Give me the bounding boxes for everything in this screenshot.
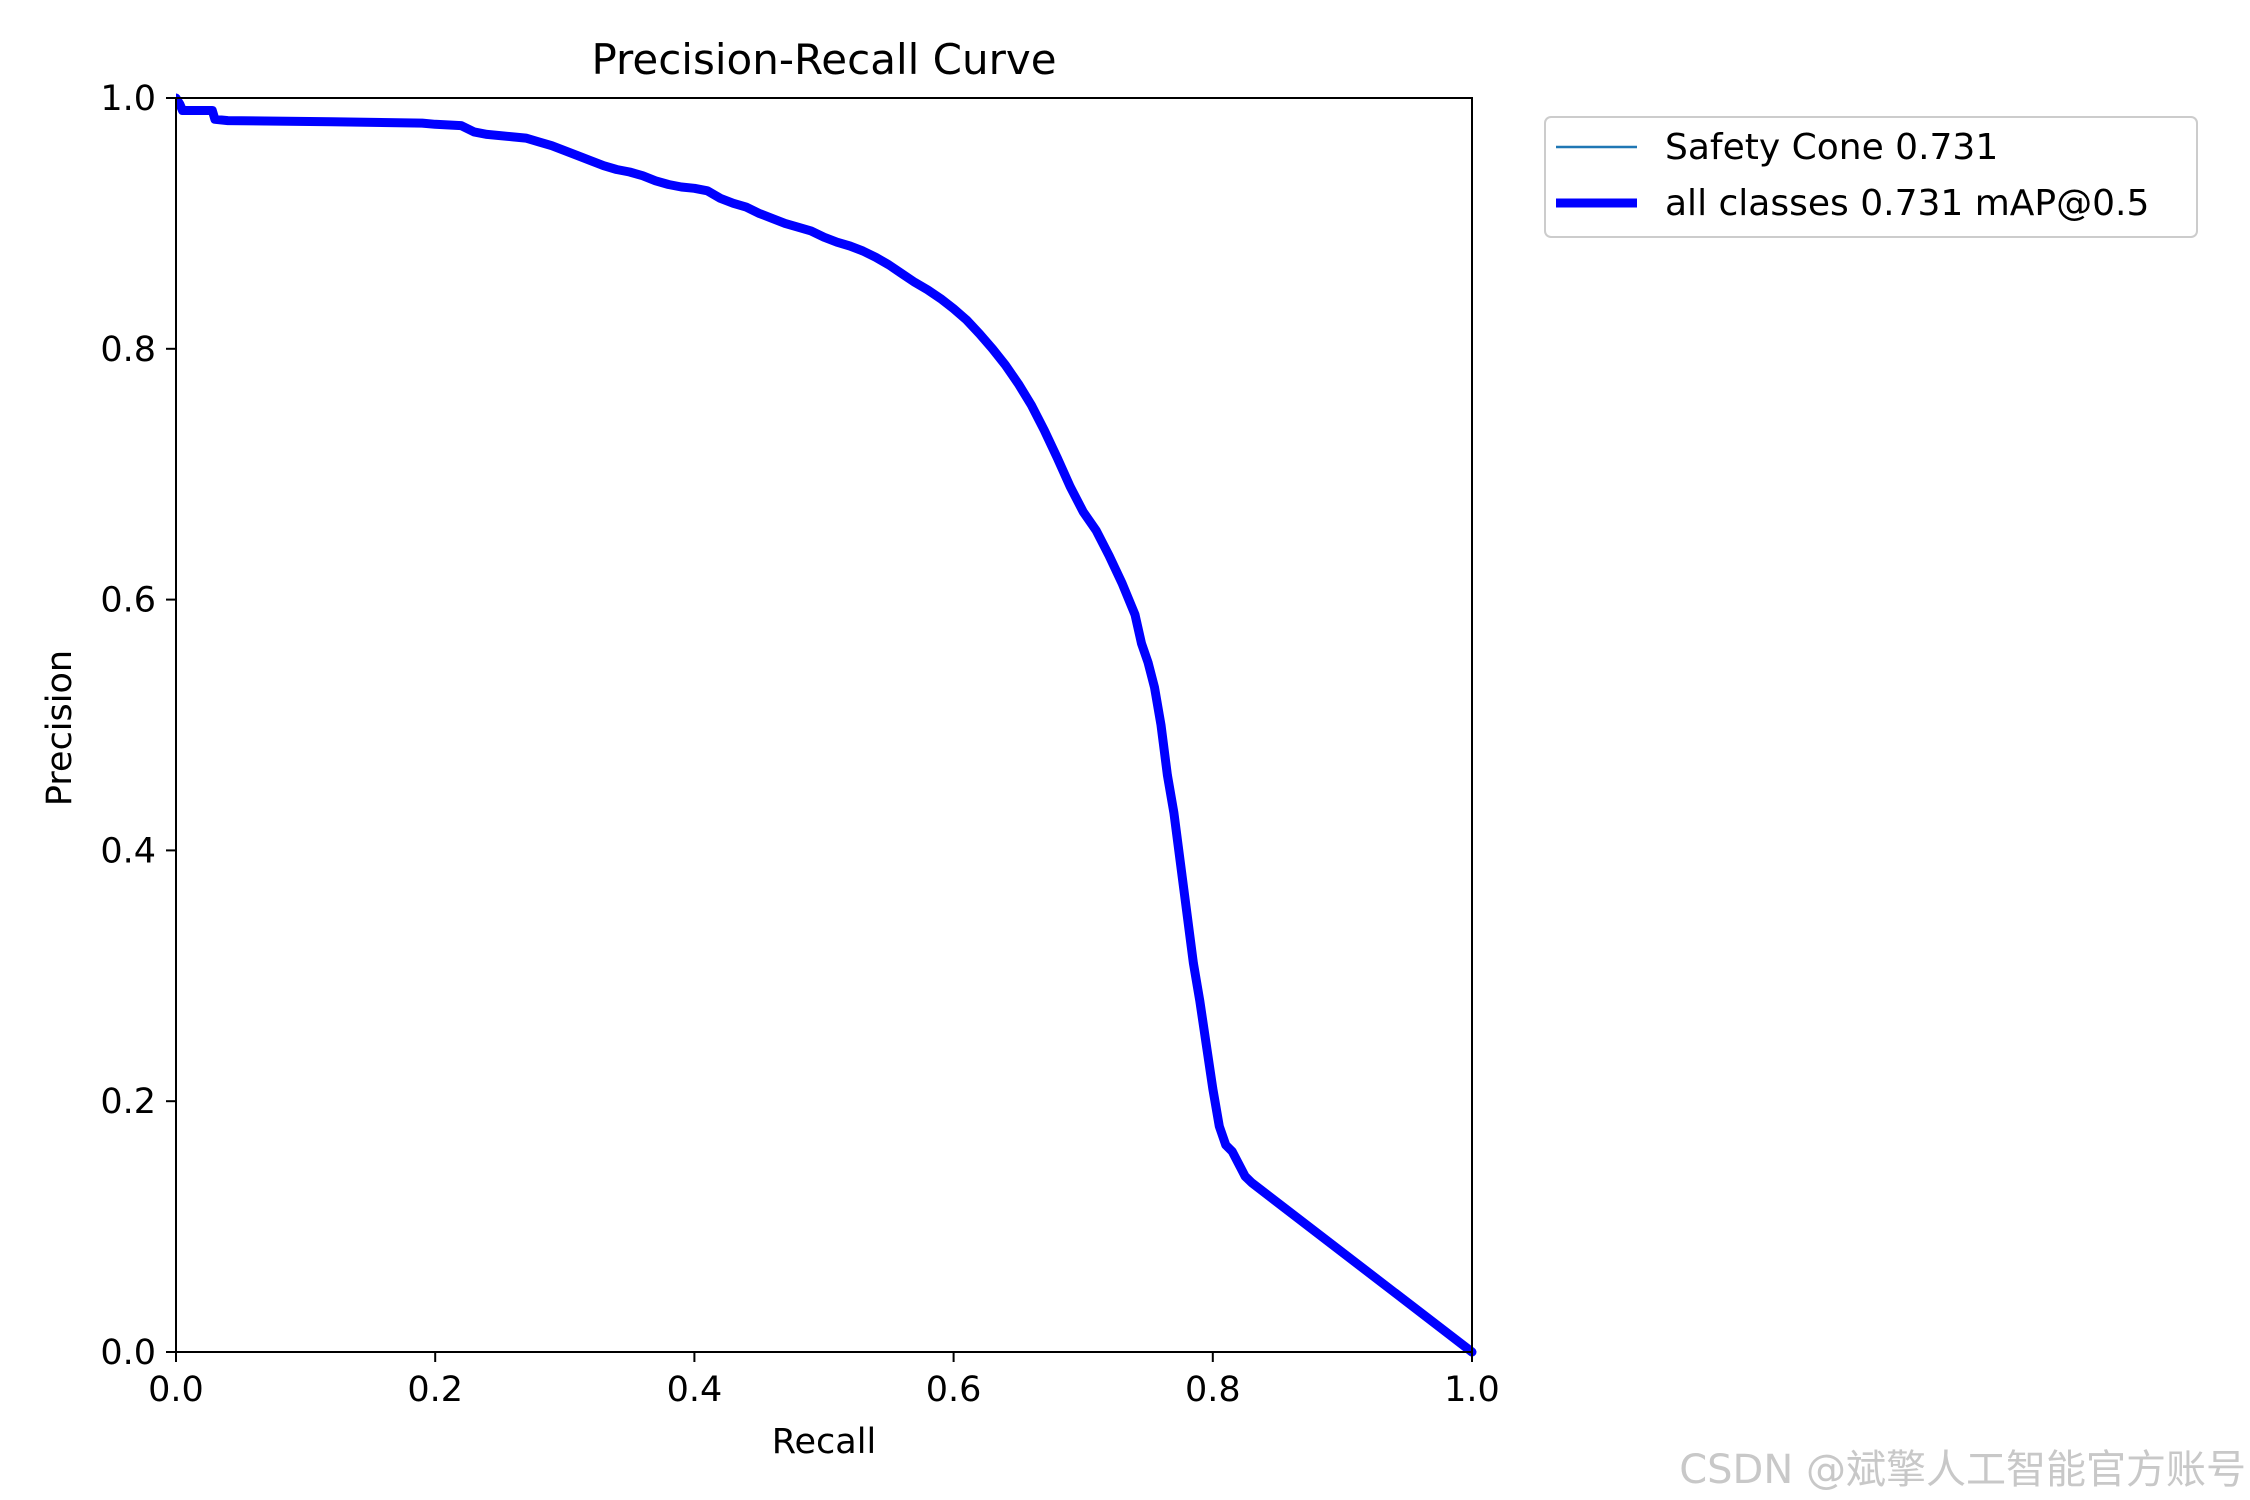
axes-frame — [175, 97, 1473, 1353]
y-axis-label: Precision — [40, 650, 80, 806]
legend-box — [1544, 116, 2198, 238]
x-tick-label: 0.2 — [407, 1370, 463, 1410]
series-line-1 — [176, 93, 1477, 1357]
y-tick-label: 0.0 — [100, 1333, 156, 1373]
legend-label-safety-cone: Safety Cone 0.731 — [1665, 127, 1998, 168]
legend-label-all-classes: all classes 0.731 mAP@0.5 — [1665, 183, 2149, 224]
x-axis-label: Recall — [772, 1422, 876, 1462]
watermark-text: CSDN @斌擎人工智能官方账号 — [1679, 1447, 2246, 1493]
y-tick-label: 0.8 — [100, 330, 156, 370]
plot-area — [176, 93, 1477, 1357]
x-tick-label: 0.0 — [148, 1370, 204, 1410]
x-tick-label: 0.4 — [667, 1370, 723, 1410]
x-tick-label: 1.0 — [1444, 1370, 1500, 1410]
y-tick-label: 0.4 — [100, 831, 156, 871]
x-tick-label: 0.8 — [1185, 1370, 1241, 1410]
axes: 0.0 0.2 0.4 0.6 0.8 1.0 0.0 0.2 0.4 0.6 0.8 1.0 — [100, 79, 1500, 1410]
y-tick-label: 0.6 — [100, 581, 156, 621]
chart-title: Precision-Recall Curve — [591, 35, 1056, 84]
x-tick-label: 0.6 — [926, 1370, 982, 1410]
y-tick-label: 0.2 — [100, 1082, 156, 1122]
legend: Safety Cone 0.731 all classes 0.731 mAP@… — [1544, 116, 2198, 238]
y-tick-label: 1.0 — [100, 79, 156, 119]
